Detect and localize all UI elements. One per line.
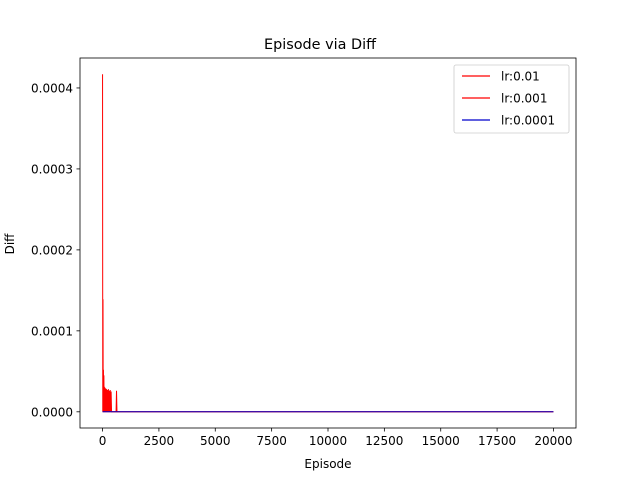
y-tick-label: 0.0003 [31,162,73,176]
series-layer [102,74,554,413]
x-tick-label: 7500 [256,434,287,448]
x-axis-label: Episode [304,457,351,471]
x-tick-label: 20000 [534,434,572,448]
x-tick-label: 5000 [200,434,231,448]
x-tick-label: 17500 [478,434,516,448]
y-axis-ticks: 0.0000 0.0001 0.0002 0.0003 0.0004 [31,81,80,419]
legend: lr:0.01 lr:0.001 lr:0.0001 [453,64,570,134]
legend-label: lr:0.0001 [501,114,555,128]
y-axis-label: Diff [3,233,17,255]
x-tick-label: 15000 [422,434,460,448]
y-tick-label: 0.0002 [31,243,73,257]
legend-box [453,64,570,134]
x-tick-label: 10000 [309,434,347,448]
x-tick-label: 2500 [144,434,175,448]
x-axis-ticks: 0 2500 5000 7500 10000 12500 15000 17500 20000 [99,428,573,448]
chart-title: Episode via Diff [264,37,377,53]
legend-label: lr:0.001 [501,92,547,106]
x-tick-label: 0 [99,434,107,448]
y-tick-label: 0.0000 [31,405,73,419]
y-tick-label: 0.0004 [31,81,73,95]
y-tick-label: 0.0001 [31,324,73,338]
legend-label: lr:0.01 [501,70,540,84]
x-tick-label: 12500 [365,434,403,448]
